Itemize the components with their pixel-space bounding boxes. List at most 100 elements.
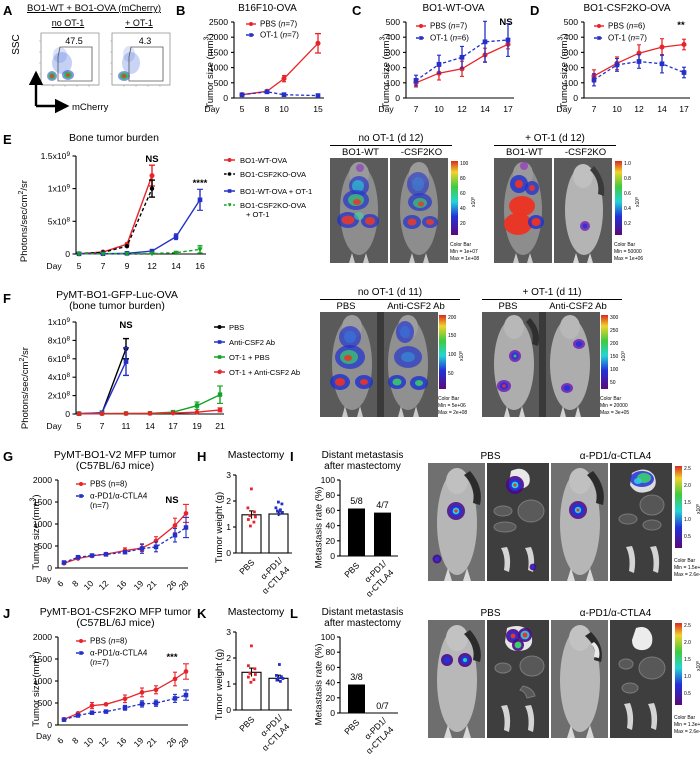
svg-text:1x109: 1x109 [48,184,71,194]
svg-text:2.0: 2.0 [684,483,691,489]
panel-a-xlabel: mCherry [72,102,109,113]
panel-e-group1-header: no OT-1 (d 12) [330,133,452,146]
svg-text:6x108: 6x108 [48,354,71,364]
panel-l-subtitle: after mastectomy [324,618,401,629]
panel-e: Bone tumor burden 0 5x108 1x109 1.5x109 … [14,133,334,284]
svg-text:Color Bar: Color Bar [674,715,695,721]
panel-e-g2-label-1: BO1-WT [506,147,543,158]
svg-text:1: 1 [226,679,231,689]
svg-text:100: 100 [321,632,336,642]
svg-text:20: 20 [460,221,466,227]
svg-text:2x108: 2x108 [48,391,71,401]
panel-e-g1-label-2: -CSF2KO [400,147,443,158]
mouse-image-i1 [428,463,485,581]
panel-f-group1-header: no OT-1 (d 11) [320,287,460,300]
panel-k-ylabel: Tumor weight (g) [214,648,226,721]
svg-text:80: 80 [325,490,335,500]
svg-text:Color Bar: Color Bar [674,558,695,564]
panel-d-title: BO1-CSF2KO-OVA [583,3,671,14]
panel-g-ylabel: Tumor size (mm3) [29,494,42,570]
svg-text:0: 0 [226,548,231,558]
svg-text:Max = 2.6e+06: Max = 2.6e+06 [674,572,700,578]
svg-text:1000: 1000 [33,519,52,529]
mouse-blimage-e1 [330,158,388,263]
svg-text:12: 12 [457,104,467,114]
svg-text:0: 0 [330,551,335,561]
svg-text:6: 6 [55,578,66,589]
panel-f-image-group-1: no OT-1 (d 11) PBS Anti-CSF2 Ab [320,287,468,417]
panel-l-bar-label-2: 0/7 [376,701,389,711]
panel-g-significance: NS [165,495,178,506]
svg-text:x106: x106 [695,504,700,514]
svg-text:Max = 1e+08: Max = 1e+08 [450,256,479,262]
svg-text:17: 17 [679,104,689,114]
panel-l-title: Distant metastasis [321,607,404,618]
organ-image-l2 [610,620,672,738]
svg-text:50: 50 [448,371,454,377]
panel-c-legend-2: OT-1 (n=6) [430,34,469,43]
svg-text:1: 1 [226,522,231,532]
panel-h-xtick-1: PBS [237,557,256,576]
panel-d-significance: ** [677,20,685,31]
svg-text:2.5: 2.5 [684,623,691,629]
panel-e-letter: E [3,132,12,147]
svg-text:Max = 2e+08: Max = 2e+08 [438,410,467,416]
panel-k-letter: K [197,606,207,621]
panel-a: BO1-WT + BO1-OVA (mCherry) no OT-1 [11,3,174,119]
svg-text:1000: 1000 [33,676,52,686]
svg-text:2000: 2000 [209,32,228,42]
panel-e-image-group-2: + OT-1 (d 12) BO1-WT -CSF2KO [494,133,644,263]
panel-j-title: PyMT-BO1-CSF2KO MFP tumor [39,606,192,618]
svg-text:1000: 1000 [209,63,228,73]
svg-text:2000: 2000 [33,475,52,485]
panel-f: PyMT-BO1-GFP-Luc-OVA (bone tumor burden)… [14,290,324,442]
svg-text:17: 17 [503,104,513,114]
svg-text:x106: x106 [458,351,465,361]
panel-g-legend-3: (n=7) [90,501,109,510]
svg-text:Day: Day [204,104,220,114]
panel-e-g2-label-2: -CSF2KO [564,147,607,158]
svg-text:150: 150 [448,333,457,339]
panel-e-legend-4a: BO1-CSF2KO-OVA [240,201,307,210]
svg-text:200: 200 [386,63,401,73]
svg-text:15: 15 [313,104,323,114]
svg-text:Min = 50000: Min = 50000 [614,249,642,255]
panel-a-letter: A [3,3,13,18]
svg-text:Day: Day [36,731,52,741]
panel-b-letter: B [176,3,186,18]
panel-c-title: BO1-WT-OVA [422,3,485,14]
svg-text:21: 21 [145,735,159,749]
svg-text:Day: Day [46,261,62,271]
mouse-image-i2 [551,463,608,581]
svg-text:500: 500 [386,17,401,27]
panel-d-ylabel: Tumor size (mm3) [557,33,570,109]
svg-text:0: 0 [47,720,52,730]
flow-subtitle-2: + OT-1 [125,18,153,28]
svg-text:100: 100 [321,475,336,485]
svg-text:3: 3 [226,470,231,480]
panel-e-ylabel: Photons/sec/cm2/sr [17,180,31,263]
panel-i-subtitle: after mastectomy [324,461,401,472]
panel-e-sig-ns: NS [145,154,158,165]
svg-text:0.4: 0.4 [624,206,631,212]
svg-text:400: 400 [564,32,579,42]
flow-plot-no-ot1: no OT-1 [34,18,102,92]
panel-f-group2-header: + OT-1 (d 11) [482,287,622,300]
svg-text:28: 28 [177,578,191,592]
svg-text:500: 500 [564,17,579,27]
svg-text:16: 16 [115,735,129,749]
svg-text:100: 100 [564,78,579,88]
svg-text:19: 19 [192,421,202,431]
svg-text:2500: 2500 [209,17,228,27]
panel-d-letter: D [530,3,540,18]
svg-text:0: 0 [47,563,52,573]
svg-text:0: 0 [65,249,70,259]
panel-b-legend-2: OT-1 (n=7) [260,31,299,40]
svg-text:500: 500 [214,78,229,88]
svg-text:8: 8 [70,735,81,746]
svg-text:Day: Day [556,104,572,114]
panel-b: B16F10-OVA 0 500 1000 1500 2000 2500 Day… [186,3,331,122]
panel-d: BO1-CSF2KO-OVA 0 100 200 300 400 500 Day… [540,3,700,122]
